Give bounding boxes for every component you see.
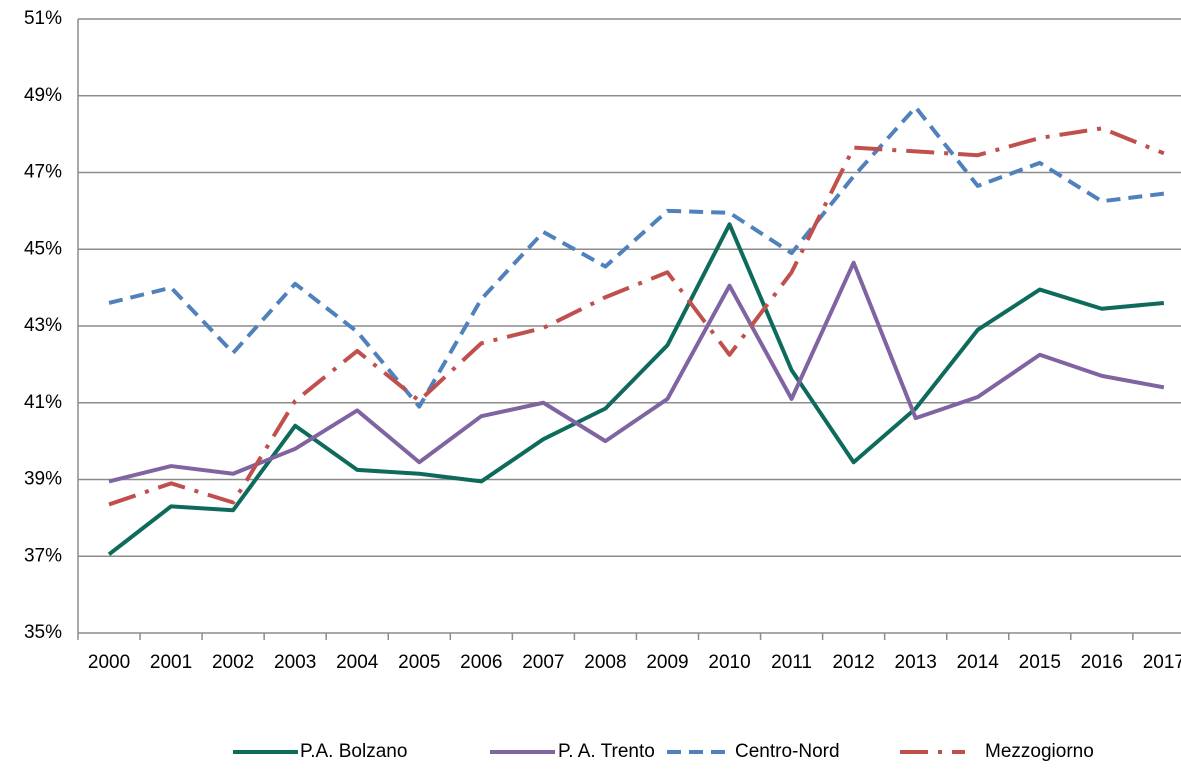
y-tick-label: 43% xyxy=(24,315,62,336)
x-tick-label: 2013 xyxy=(895,652,937,673)
legend-label: Centro-Nord xyxy=(735,741,840,762)
series-line xyxy=(108,105,1165,409)
x-tick-label: 2003 xyxy=(274,652,316,673)
legend-label: P. A. Trento xyxy=(558,741,655,762)
x-tick-label: 2016 xyxy=(1081,652,1123,673)
y-tick-label: 47% xyxy=(24,162,62,183)
series-line xyxy=(108,126,1165,507)
y-tick-label: 49% xyxy=(24,85,62,106)
y-tick-label: 39% xyxy=(24,469,62,490)
x-tick-label: 2001 xyxy=(150,652,192,673)
x-tick-label: 2014 xyxy=(957,652,1000,673)
x-tick-label: 2000 xyxy=(88,652,130,673)
x-tick-label: 2011 xyxy=(771,652,812,673)
x-tick-label: 2006 xyxy=(460,652,502,673)
y-tick-label: 45% xyxy=(24,238,62,259)
x-tick-label: 2009 xyxy=(646,652,688,673)
x-tick-label: 2007 xyxy=(522,652,564,673)
legend-label: Mezzogiorno xyxy=(985,741,1094,762)
x-tick-label: 2002 xyxy=(212,652,254,673)
x-tick-label: 2005 xyxy=(398,652,440,673)
y-tick-label: 35% xyxy=(24,622,62,643)
x-tick-label: 2012 xyxy=(832,652,874,673)
y-tick-label: 41% xyxy=(24,392,62,413)
x-tick-label: 2010 xyxy=(708,652,750,673)
x-tick-label: 2015 xyxy=(1019,652,1061,673)
legend-label: P.A. Bolzano xyxy=(300,741,407,762)
y-tick-label: 37% xyxy=(24,545,62,566)
x-tick-label: 2008 xyxy=(584,652,626,673)
x-tick-label: 2017 xyxy=(1143,652,1181,673)
series-line xyxy=(108,260,1165,484)
x-tick-label: 2004 xyxy=(336,652,379,673)
series-line xyxy=(107,222,1165,556)
y-tick-label: 51% xyxy=(24,8,62,29)
